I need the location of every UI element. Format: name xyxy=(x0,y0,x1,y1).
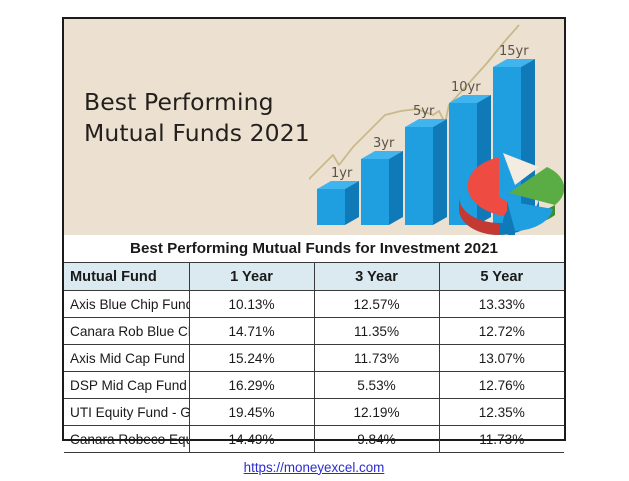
content-card: Best Performing Mutual Funds 2021 1yr xyxy=(62,17,566,441)
cell-3-year: 12.57% xyxy=(314,291,439,318)
cell-5-year: 12.72% xyxy=(439,318,564,345)
column-header-3-year[interactable]: 3 Year xyxy=(314,263,439,291)
cell-5-year: 12.35% xyxy=(439,399,564,426)
banner-title-line2: Mutual Funds 2021 xyxy=(84,118,316,149)
column-header-5-year[interactable]: 5 Year xyxy=(439,263,564,291)
cell-fund-name: Axis Blue Chip Fund - Growth xyxy=(64,291,189,318)
cell-fund-name: Canara Rob Blue Chip Equity Fund - Growt… xyxy=(64,318,189,345)
table-row: Canara Robeco Equity Diversified Fund 14… xyxy=(64,426,564,453)
banner-image: Best Performing Mutual Funds 2021 1yr xyxy=(64,19,564,235)
cell-5-year: 13.07% xyxy=(439,345,564,372)
bar-label-3yr: 3yr xyxy=(373,136,395,151)
cell-1-year: 14.49% xyxy=(189,426,314,453)
cell-1-year: 14.71% xyxy=(189,318,314,345)
funds-table: Best Performing Mutual Funds for Investm… xyxy=(64,235,564,481)
cell-1-year: 16.29% xyxy=(189,372,314,399)
banner-title: Best Performing Mutual Funds 2021 xyxy=(84,87,316,149)
table-header-row: Mutual Fund 1 Year 3 Year 5 Year xyxy=(64,263,564,291)
cell-3-year: 12.19% xyxy=(314,399,439,426)
column-header-fund[interactable]: Mutual Fund xyxy=(64,263,189,291)
cell-fund-name: UTI Equity Fund - Growth xyxy=(64,399,189,426)
cell-5-year: 11.73% xyxy=(439,426,564,453)
table-title-row: Best Performing Mutual Funds for Investm… xyxy=(64,235,564,263)
table-row: Canara Rob Blue Chip Equity Fund - Growt… xyxy=(64,318,564,345)
banner-title-line1: Best Performing xyxy=(84,87,316,118)
cell-fund-name: DSP Mid Cap Fund - Growth xyxy=(64,372,189,399)
table-row: UTI Equity Fund - Growth 19.45% 12.19% 1… xyxy=(64,399,564,426)
cell-5-year: 12.76% xyxy=(439,372,564,399)
bar-3yr xyxy=(361,151,403,225)
screenshot-root: Best Performing Mutual Funds 2021 1yr xyxy=(0,0,629,458)
growth-chart-graphic: 1yr 3yr 5yr xyxy=(309,19,564,235)
bar-1yr xyxy=(317,181,359,225)
source-link[interactable]: https://moneyexcel.com xyxy=(244,460,385,475)
cell-fund-name: Axis Mid Cap Fund - Growth xyxy=(64,345,189,372)
bar-5yr xyxy=(405,119,447,225)
cell-1-year: 10.13% xyxy=(189,291,314,318)
cell-1-year: 15.24% xyxy=(189,345,314,372)
pie-slice-blue xyxy=(507,201,553,231)
cell-1-year: 19.45% xyxy=(189,399,314,426)
cell-fund-name: Canara Robeco Equity Diversified Fund xyxy=(64,426,189,453)
cell-3-year: 5.53% xyxy=(314,372,439,399)
cell-5-year: 13.33% xyxy=(439,291,564,318)
cell-3-year: 9.84% xyxy=(314,426,439,453)
table-row: Axis Mid Cap Fund - Growth 15.24% 11.73%… xyxy=(64,345,564,372)
cell-3-year: 11.73% xyxy=(314,345,439,372)
source-link-cell: https://moneyexcel.com xyxy=(64,453,564,481)
bar-label-5yr: 5yr xyxy=(413,104,435,119)
column-header-1-year[interactable]: 1 Year xyxy=(189,263,314,291)
bar-label-15yr: 15yr xyxy=(499,44,529,59)
bar-label-10yr: 10yr xyxy=(451,80,481,95)
table-title: Best Performing Mutual Funds for Investm… xyxy=(64,235,564,263)
table-source-row: https://moneyexcel.com xyxy=(64,453,564,481)
table-row: Axis Blue Chip Fund - Growth 10.13% 12.5… xyxy=(64,291,564,318)
cell-3-year: 11.35% xyxy=(314,318,439,345)
table-row: DSP Mid Cap Fund - Growth 16.29% 5.53% 1… xyxy=(64,372,564,399)
bar-label-1yr: 1yr xyxy=(331,166,353,181)
